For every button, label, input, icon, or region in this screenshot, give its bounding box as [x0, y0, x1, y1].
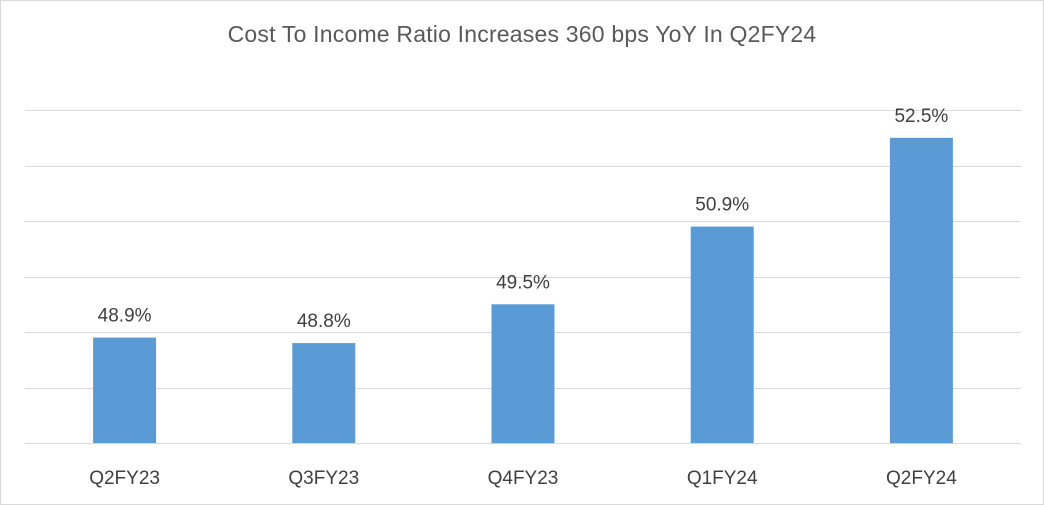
chart-title: Cost To Income Ratio Increases 360 bps Y…: [227, 21, 817, 47]
bar-q1fy24: [690, 226, 754, 443]
x-tick-label-q2fy24: Q2FY24: [886, 468, 957, 489]
x-tick-label-q2fy23: Q2FY23: [89, 468, 160, 489]
data-label-q2fy24: 52.5%: [894, 106, 948, 127]
data-label-q2fy23: 48.9%: [98, 306, 152, 327]
bar-q2fy24: [889, 137, 953, 444]
x-tick-label-q4fy23: Q4FY23: [488, 468, 559, 489]
bar-q4fy23: [491, 304, 555, 444]
bar-q3fy23: [292, 343, 356, 443]
data-label-q3fy23: 48.8%: [297, 311, 351, 332]
bar-q2fy23: [93, 337, 157, 443]
x-tick-label-q1fy24: Q1FY24: [687, 468, 758, 489]
data-label-q1fy24: 50.9%: [695, 195, 749, 216]
data-label-q4fy23: 49.5%: [496, 272, 550, 293]
x-tick-label-q3fy23: Q3FY23: [288, 468, 359, 489]
